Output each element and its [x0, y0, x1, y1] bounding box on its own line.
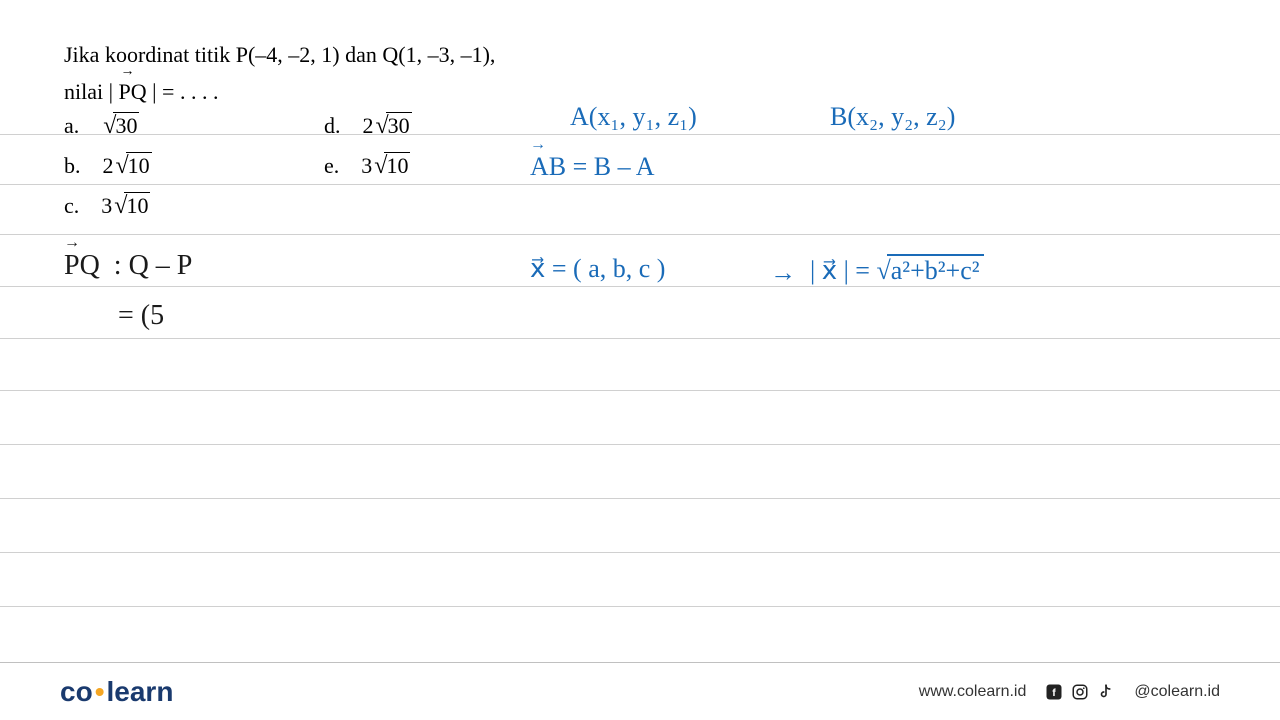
question-text: Jika koordinat titik P(–4, –2, 1) dan Q(… — [64, 38, 495, 108]
option-e: e. 3√10 — [324, 152, 524, 180]
vector-pq: PQ — [119, 75, 147, 108]
hw-pq-line1: PQ : Q – P — [64, 250, 192, 282]
footer-bar: co•learn www.colearn.id f @colearn.id — [0, 662, 1280, 720]
hw-point-b: B(x₂, y₂, z₂) — [830, 102, 955, 132]
hw-mag-x: | x⃗ | = √a²+b²+c² — [810, 254, 984, 286]
hw-vec-x-def: x⃗ = ( a, b, c ) — [530, 254, 665, 284]
option-c: c. 3√10 — [64, 192, 324, 220]
facebook-icon: f — [1044, 682, 1064, 702]
social-icons: f — [1044, 682, 1116, 702]
logo-learn: learn — [107, 676, 174, 707]
logo-co: co — [60, 676, 93, 707]
hw-pq-line2: = (5 — [118, 300, 164, 332]
footer-handle: @colearn.id — [1134, 683, 1220, 701]
option-a: a. √30 — [64, 112, 324, 140]
question-line2: nilai | PQ | = . . . . — [64, 75, 495, 108]
svg-text:f: f — [1053, 686, 1057, 698]
footer-url: www.colearn.id — [919, 683, 1027, 701]
option-d: d. 2√30 — [324, 112, 524, 140]
footer-right: www.colearn.id f @colearn.id — [919, 682, 1220, 702]
brand-logo: co•learn — [60, 676, 173, 708]
hw-vec-ab: AB = B – A — [530, 152, 654, 182]
page-root: Jika koordinat titik P(–4, –2, 1) dan Q(… — [0, 0, 1280, 720]
tiktok-icon — [1096, 682, 1116, 702]
instagram-icon — [1070, 682, 1090, 702]
logo-dot-icon: • — [95, 676, 105, 707]
option-b: b. 2√10 — [64, 152, 324, 180]
hw-arrow: → — [770, 258, 796, 288]
answer-options: a. √30 d. 2√30 b. 2√10 e. 3√10 c. 3√1 — [64, 112, 524, 232]
hw-point-a: A(x₁, y₁, z₁) — [570, 102, 697, 132]
